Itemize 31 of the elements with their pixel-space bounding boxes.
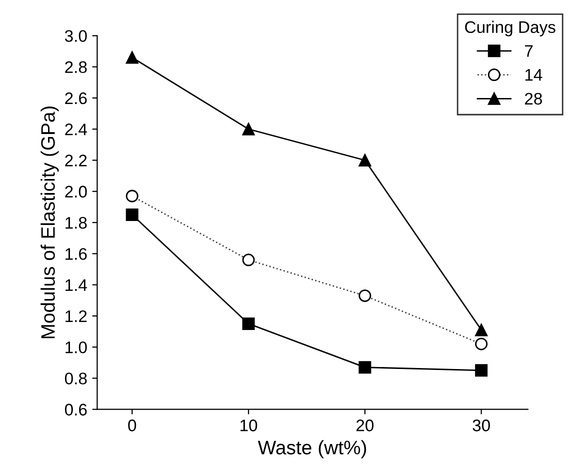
x-axis-title: Waste (wt%) (258, 440, 366, 458)
y-tick-label: 2.8 (65, 61, 87, 74)
x-tick-label: 20 (356, 420, 374, 432)
y-tick-label: 2.0 (65, 186, 87, 198)
point (358, 154, 372, 167)
y-tick-label: 0.6 (64, 404, 87, 416)
y-tick-label: 1.6 (66, 248, 87, 260)
point (475, 324, 488, 336)
y-axis-title: Modulus of Elasticity (GPa) (40, 106, 59, 338)
x-tick-label: 0 (128, 420, 136, 432)
legend-label: 7 (525, 45, 533, 57)
y-tick-label: 3.0 (64, 30, 87, 42)
x-tick-label: 10 (240, 420, 258, 432)
y-tick-label: 1.8 (66, 216, 87, 229)
y-tick-label: 1.2 (66, 310, 87, 322)
point (475, 364, 488, 377)
legend-label: 14 (525, 69, 542, 81)
point (358, 361, 372, 374)
point (242, 317, 255, 330)
y-tick-label: 1.0 (66, 341, 87, 354)
legend-title: Curing Days (465, 20, 556, 36)
point (126, 208, 138, 221)
y-tick-label: 0.8 (64, 372, 87, 384)
point (126, 51, 138, 64)
point (242, 122, 255, 136)
x-tick-label: 30 (472, 420, 490, 432)
y-tick-label: 2.6 (65, 92, 87, 104)
y-tick-label: 2.2 (65, 154, 87, 166)
legend-label: 28 (525, 92, 542, 105)
y-tick-label: 1.4 (66, 279, 87, 291)
y-tick-label: 2.4 (65, 124, 87, 136)
